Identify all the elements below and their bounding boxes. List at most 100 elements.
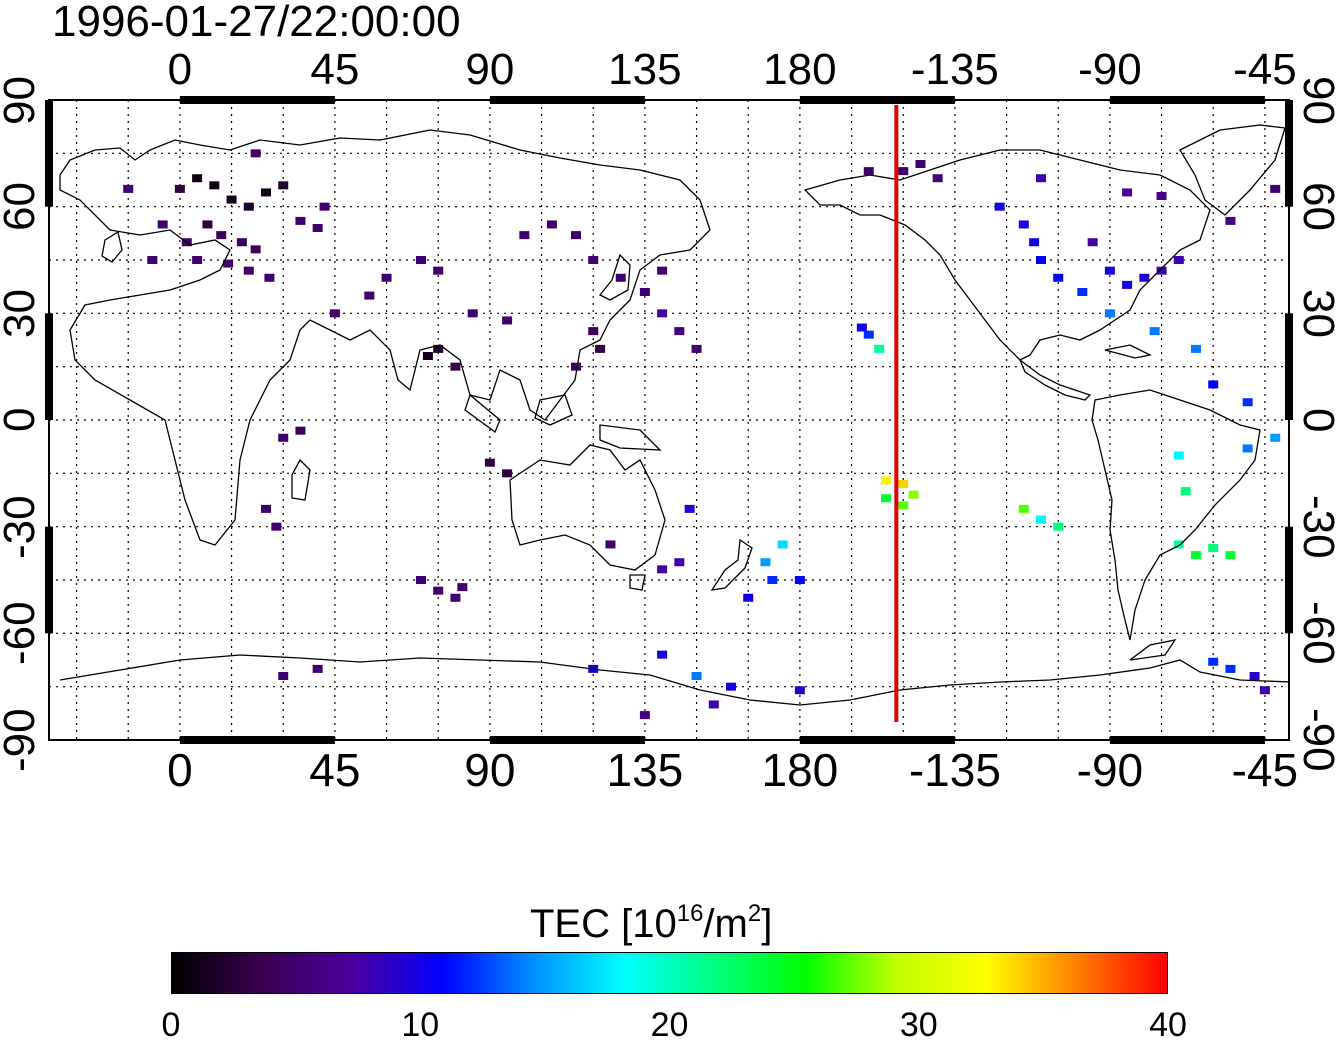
- colorbar-label-unit-exponent: 2: [747, 900, 762, 927]
- tec-point: [1208, 657, 1219, 666]
- axis-tick-label: 0: [167, 45, 193, 94]
- tec-point: [639, 288, 650, 296]
- colorbar-label-exponent: 16: [676, 900, 704, 927]
- tec-data-points: [123, 149, 1281, 720]
- tec-point: [519, 231, 530, 240]
- tec-point: [147, 256, 158, 264]
- tec-point: [271, 522, 282, 531]
- tec-point: [657, 650, 668, 659]
- axis-tick-label: -90: [1078, 45, 1142, 94]
- tec-point: [684, 504, 695, 513]
- coast-cuba: [1104, 344, 1152, 359]
- frame-tick-bar: [489, 96, 645, 104]
- tec-point: [994, 202, 1005, 211]
- tec-point: [1225, 216, 1236, 225]
- tec-point: [777, 540, 788, 549]
- colorbar-tick-label: 0: [161, 1006, 181, 1044]
- tec-point: [319, 202, 330, 211]
- tec-point: [1018, 220, 1029, 229]
- axis-tick-label: 180: [761, 744, 839, 796]
- tec-point: [1122, 280, 1133, 289]
- axis-tick-label: 60: [1294, 182, 1340, 232]
- tec-point: [1191, 344, 1201, 353]
- axis-tick-label: 180: [763, 45, 837, 94]
- axis-tick-label: 135: [608, 45, 682, 94]
- axis-tick-label: 90: [1294, 75, 1340, 125]
- tec-point: [364, 291, 375, 300]
- tec-point: [726, 682, 736, 691]
- tec-point: [1208, 380, 1219, 389]
- tec-point: [1149, 327, 1160, 336]
- coast-madagascar: [291, 458, 311, 501]
- coast-japan: [598, 253, 631, 301]
- frame-tick-bar: [45, 100, 53, 207]
- tec-point: [278, 672, 289, 680]
- tec-point: [278, 433, 289, 442]
- tec-point: [898, 167, 909, 176]
- tec-point: [1191, 551, 1201, 560]
- tec-point: [1242, 444, 1253, 453]
- tec-point: [1104, 266, 1115, 275]
- colorbar-tick-label: 30: [899, 1006, 938, 1044]
- tec-point: [467, 309, 478, 318]
- tec-point: [295, 216, 306, 225]
- axis-tick-label: -45: [1231, 744, 1299, 796]
- tec-point: [898, 501, 909, 510]
- tec-point: [1173, 451, 1184, 460]
- tec-point: [571, 231, 581, 240]
- axis-tick-label: -135: [910, 45, 999, 94]
- tec-point: [416, 256, 426, 264]
- tec-point: [1036, 256, 1046, 264]
- coast-north-america: [803, 149, 1211, 361]
- coast-south-america: [1091, 389, 1261, 641]
- tec-point: [571, 362, 581, 371]
- tec-point: [657, 565, 668, 574]
- tec-point: [250, 149, 261, 158]
- tec-point: [657, 266, 668, 275]
- colorbar-tick-label: 20: [650, 1006, 689, 1044]
- tec-point: [250, 245, 261, 254]
- tec-point: [1156, 192, 1167, 200]
- coast-uk: [101, 230, 123, 263]
- coast-eurasia-africa: [59, 129, 711, 546]
- axis-tick-label: 90: [0, 75, 44, 125]
- tec-point: [1122, 188, 1133, 197]
- tec-point: [794, 576, 805, 584]
- coastlines: [59, 124, 1289, 706]
- axis-tick-label: 45: [310, 45, 360, 94]
- tec-point: [1036, 174, 1046, 183]
- tec-point: [874, 344, 885, 353]
- tec-point: [915, 160, 926, 168]
- map-grid: [49, 100, 1289, 740]
- tec-point: [192, 174, 203, 183]
- tec-point: [908, 490, 919, 499]
- frame-tick-bar: [1285, 526, 1293, 634]
- tec-point: [484, 458, 495, 467]
- tec-point: [312, 664, 323, 673]
- tec-point: [657, 309, 668, 318]
- tec-point: [863, 167, 874, 176]
- tec-point: [192, 256, 203, 264]
- coast-tasmania: [629, 574, 646, 591]
- colorbar-tick-label: 40: [1149, 1006, 1187, 1044]
- tec-point: [264, 273, 275, 282]
- tec-point: [1053, 273, 1064, 282]
- coast-new-guinea: [599, 424, 662, 451]
- tec-point: [1225, 551, 1236, 560]
- tec-point: [881, 494, 891, 503]
- tec-point: [767, 576, 778, 584]
- tec-point: [278, 181, 289, 190]
- tec-point: [588, 256, 599, 264]
- frame-tick-bar: [1109, 736, 1265, 744]
- tec-point: [261, 188, 271, 197]
- axis-tick-label: -90: [0, 708, 44, 772]
- tec-point: [1077, 288, 1088, 296]
- plot-title: 1996-01-27/22:00:00: [52, 0, 461, 46]
- axis-tick-label: 45: [309, 744, 361, 796]
- frame-tick-bar: [179, 736, 335, 744]
- tec-point: [1270, 433, 1281, 442]
- axis-tick-label: -90: [1076, 744, 1144, 796]
- tec-point: [881, 476, 891, 485]
- frame-tick-bar: [799, 96, 955, 104]
- tec-point: [261, 504, 271, 513]
